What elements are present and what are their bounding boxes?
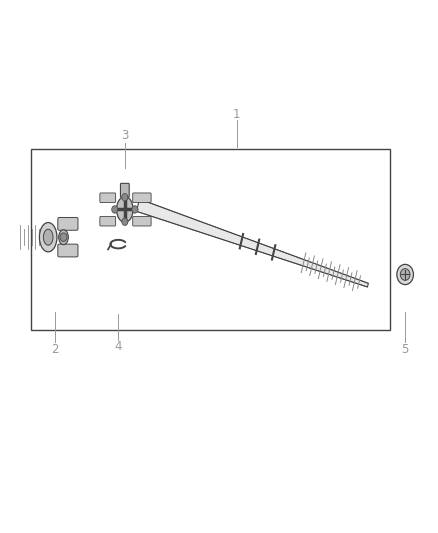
- Circle shape: [397, 264, 413, 285]
- Ellipse shape: [59, 230, 68, 245]
- Circle shape: [112, 206, 118, 213]
- FancyBboxPatch shape: [100, 193, 116, 203]
- FancyBboxPatch shape: [100, 216, 116, 226]
- Ellipse shape: [117, 197, 133, 222]
- Ellipse shape: [43, 229, 53, 245]
- Ellipse shape: [39, 222, 57, 252]
- Text: 3: 3: [121, 130, 128, 142]
- Text: 4: 4: [114, 340, 122, 353]
- Polygon shape: [137, 199, 368, 287]
- Circle shape: [122, 218, 128, 225]
- FancyBboxPatch shape: [58, 217, 78, 230]
- Text: 5: 5: [402, 343, 409, 356]
- Circle shape: [400, 269, 410, 280]
- FancyBboxPatch shape: [58, 244, 78, 257]
- FancyBboxPatch shape: [133, 216, 151, 226]
- Text: 2: 2: [51, 343, 59, 356]
- Circle shape: [60, 233, 67, 241]
- FancyBboxPatch shape: [120, 183, 129, 197]
- Circle shape: [122, 193, 128, 201]
- Circle shape: [132, 206, 138, 213]
- Bar: [31, 149, 390, 330]
- Text: 1: 1: [233, 108, 240, 121]
- FancyBboxPatch shape: [133, 193, 151, 203]
